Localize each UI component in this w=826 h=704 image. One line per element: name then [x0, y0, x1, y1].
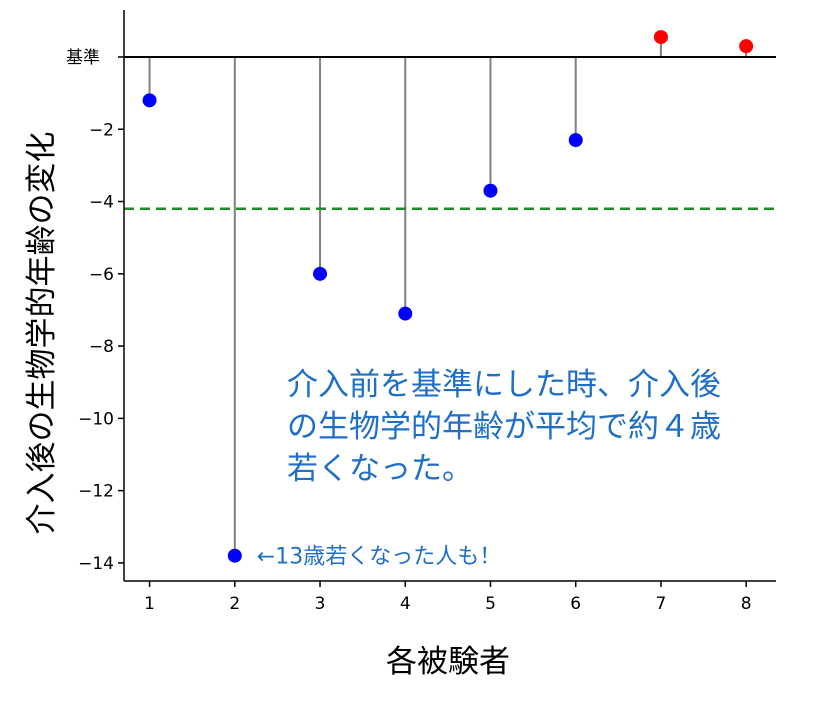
- x-tick-label: 3: [315, 594, 326, 614]
- annotation-summary-line: 若くなった。: [287, 451, 473, 487]
- y-tick-label: −6: [89, 265, 114, 285]
- axes: [123, 10, 776, 582]
- data-point-5: [483, 183, 498, 198]
- y-tick-label: −10: [78, 409, 114, 429]
- x-tick-label: 5: [485, 594, 496, 614]
- stems: [148, 37, 748, 556]
- data-point-1: [142, 93, 157, 108]
- x-tick-label: 4: [400, 594, 411, 614]
- x-tick-label: 2: [229, 594, 240, 614]
- y-tick-label: −4: [89, 193, 114, 213]
- y-ticks: 基準 −2 −4 −6 −8 −10 −12 −14: [66, 48, 124, 574]
- y-tick-label: −8: [89, 337, 114, 357]
- x-tick-label: 1: [144, 594, 155, 614]
- data-point-7: [653, 30, 668, 45]
- y-tick-label: −2: [89, 120, 114, 140]
- data-point-3: [313, 266, 328, 281]
- annotation-point-label: ←13歳若くなった人も！: [257, 545, 501, 570]
- reference-lines: [124, 55, 776, 211]
- data-points: [142, 30, 754, 563]
- y-tick-label: −14: [78, 554, 114, 574]
- y-tick-label: 基準: [66, 48, 100, 68]
- x-ticks: 1 2 3 4 5 6 7 8: [144, 581, 752, 614]
- y-axis-label: 介入後の生物学的年齢の変化: [24, 132, 60, 535]
- annotation-point-2: ←13歳若くなった人も！: [257, 545, 501, 570]
- x-axis-label: 各被験者: [386, 644, 510, 680]
- annotation-summary-line: 介入前を基準にした時、介入後: [287, 367, 721, 403]
- x-tick-label: 7: [656, 594, 667, 614]
- data-point-8: [739, 39, 754, 54]
- data-point-2: [227, 548, 242, 563]
- x-tick-label: 6: [570, 594, 581, 614]
- data-point-4: [398, 306, 413, 321]
- data-point-6: [568, 133, 583, 148]
- y-tick-label: −12: [78, 482, 114, 502]
- annotation-summary-line: の生物学的年齢が平均で約４歳: [287, 409, 721, 445]
- x-tick-label: 8: [741, 594, 752, 614]
